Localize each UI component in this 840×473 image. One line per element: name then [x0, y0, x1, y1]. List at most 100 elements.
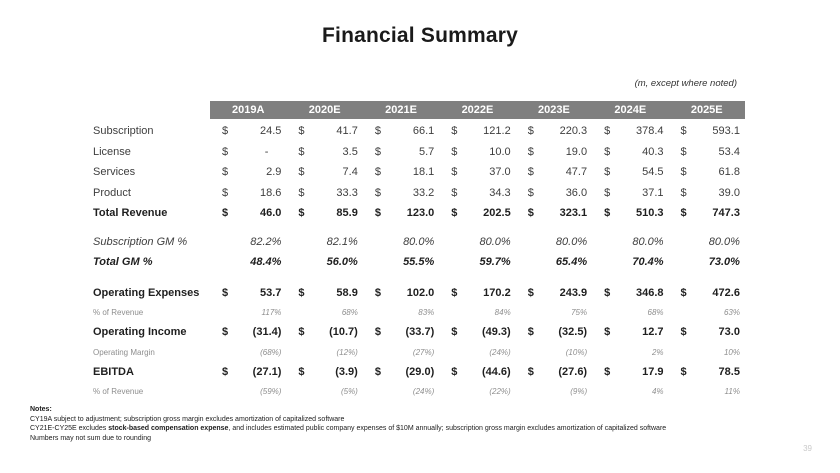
- currency-symbol: $: [222, 186, 229, 199]
- cell-value: 747.3: [712, 207, 740, 220]
- cell-value: 68%: [341, 308, 358, 317]
- cell-value: 37.1: [642, 186, 664, 199]
- table-cell: $85.9: [286, 207, 362, 219]
- currency-symbol: $: [222, 125, 229, 138]
- cell-value: 5.7: [418, 145, 435, 158]
- row-label: Product: [93, 186, 131, 199]
- table-cell: $ (3.9): [286, 366, 362, 378]
- cell-value: 83%: [418, 308, 435, 317]
- cell-value: (24%): [489, 347, 511, 357]
- note-line: CY19A subject to adjustment; subscriptio…: [30, 415, 345, 423]
- currency-symbol: $: [374, 326, 381, 339]
- note-text-bold: stock-based compensation expense: [108, 425, 229, 432]
- table-cell: $24.5: [210, 125, 286, 137]
- currency-symbol: $: [527, 166, 534, 179]
- cell-value: (33.7): [405, 326, 435, 339]
- table-cell: (24%): [363, 387, 439, 396]
- currency-symbol: $: [298, 207, 305, 220]
- table-cell: $19.0: [516, 146, 592, 158]
- cell-value: (44.6): [481, 365, 511, 378]
- table-cell: $323.1: [516, 207, 592, 219]
- table-row: % of Revenue (59%) (5%) (24%) (22%) (9%) 4% 11%: [93, 382, 745, 401]
- cell-value: 73.0%: [708, 256, 740, 269]
- currency-symbol: $: [604, 145, 611, 158]
- cell-value: (5%): [340, 387, 358, 396]
- table-cell: $378.4: [592, 125, 668, 137]
- row-label: Subscription: [93, 125, 154, 138]
- cell-value: 82.1%: [326, 235, 358, 248]
- table-cell: $61.8: [669, 166, 745, 178]
- currency-symbol: $: [374, 125, 381, 138]
- currency-symbol: $: [527, 125, 534, 138]
- currency-symbol: $: [527, 326, 534, 339]
- currency-symbol: $: [298, 145, 305, 158]
- currency-symbol: $: [222, 145, 229, 158]
- table-cell: $10.0: [439, 146, 515, 158]
- cell-value: 34.3: [489, 186, 511, 199]
- table-cell: $47.7: [516, 166, 592, 178]
- cell-value: 36.0: [565, 186, 588, 199]
- row-label: Total GM %: [93, 256, 153, 269]
- cell-value: (12%): [336, 347, 358, 357]
- table-header-corner: [93, 101, 210, 119]
- table-cell: $510.3: [592, 207, 668, 219]
- cell-value: 10%: [723, 347, 740, 357]
- cell-value: 47.7: [565, 166, 588, 179]
- table-cell: $78.5: [669, 366, 745, 378]
- table-cell: 80.0%: [363, 236, 439, 248]
- table-cell: 48.4%: [210, 256, 286, 268]
- cell-value: (3.9): [335, 365, 358, 378]
- table-cell: (9%): [516, 387, 592, 396]
- cell-value: 2.9: [266, 166, 282, 179]
- cell-value: (59%): [260, 387, 282, 396]
- table-cell: $7.4: [286, 166, 362, 178]
- cell-value: 123.0: [406, 207, 435, 220]
- cell-value: 78.5: [718, 365, 740, 378]
- column-header: 2019A: [210, 101, 287, 119]
- currency-symbol: $: [451, 365, 458, 378]
- cell-value: 84%: [494, 308, 511, 317]
- table-cell: 11%: [669, 387, 745, 396]
- table-cell: $220.3: [516, 125, 592, 137]
- row-label: EBITDA: [93, 365, 134, 378]
- cell-value: 121.2: [483, 125, 511, 138]
- table-cell: $39.0: [669, 187, 745, 199]
- table-row: License $ - $3.5 $5.7 $10.0 $19.0 $40.3 $53.4: [93, 142, 745, 163]
- cell-value: 54.5: [642, 166, 664, 179]
- units-note: (m, except where noted): [634, 78, 737, 89]
- table-cell: $18.1: [363, 166, 439, 178]
- cell-value: 41.7: [336, 125, 358, 138]
- currency-symbol: $: [451, 207, 458, 220]
- column-header: 2022E: [439, 101, 516, 119]
- table-cell: 75%: [516, 308, 592, 317]
- cell-value: 39.0: [718, 186, 740, 199]
- row-label: % of Revenue: [93, 308, 144, 317]
- cell-value: 102.0: [406, 286, 435, 299]
- column-header: 2021E: [362, 101, 440, 119]
- cell-value: 19.0: [565, 145, 588, 158]
- currency-symbol: $: [604, 166, 611, 179]
- table-cell: 82.1%: [286, 236, 362, 248]
- currency-symbol: $: [680, 145, 687, 158]
- currency-symbol: $: [374, 186, 381, 199]
- cell-value: 24.5: [260, 125, 282, 138]
- cell-value: (29.0): [405, 365, 435, 378]
- column-header: 2023E: [515, 101, 593, 119]
- cell-value: 33.3: [336, 186, 358, 199]
- cell-value: 63%: [723, 308, 740, 317]
- table-row: Operating Expenses $53.7 $58.9 $102.0 $170.2…: [93, 283, 745, 304]
- table-cell: $ (27.1): [210, 366, 286, 378]
- table-cell: $37.0: [439, 166, 515, 178]
- currency-symbol: $: [298, 166, 305, 179]
- table-cell: 65.4%: [516, 256, 592, 268]
- table-cell: $ (31.4): [210, 326, 286, 338]
- row-label: Total Revenue: [93, 207, 168, 220]
- cell-value: (31.4): [252, 326, 282, 339]
- table-cell: $12.7: [592, 326, 668, 338]
- table-cell: $46.0: [210, 207, 286, 219]
- table-cell: 73.0%: [669, 256, 745, 268]
- cell-value: 80.0%: [479, 235, 511, 248]
- cell-value: (10%): [565, 347, 588, 357]
- cell-value: 4%: [651, 387, 664, 396]
